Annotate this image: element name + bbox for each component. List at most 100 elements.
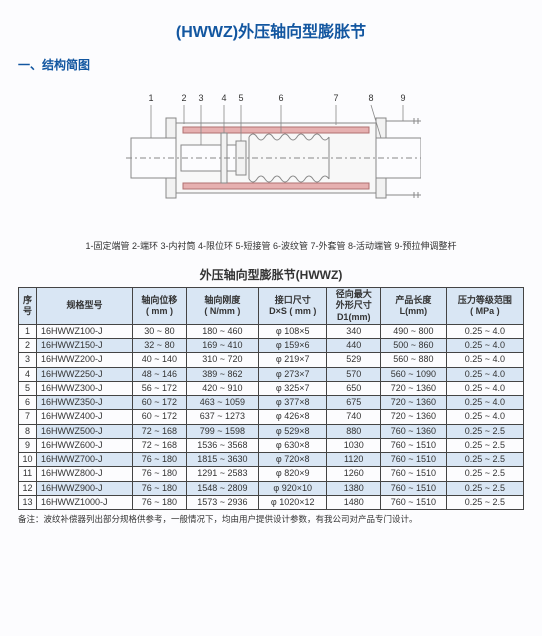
table-cell: 0.25 ~ 2.5	[446, 467, 523, 481]
table-cell: 40 ~ 140	[133, 353, 187, 367]
table-cell: 760 ~ 1360	[381, 424, 447, 438]
table-cell: 13	[19, 495, 37, 509]
table-cell: 9	[19, 438, 37, 452]
table-cell: 1380	[327, 481, 381, 495]
table-cell: 56 ~ 172	[133, 381, 187, 395]
diagram-label-8: 8	[368, 93, 373, 103]
table-cell: 76 ~ 180	[133, 495, 187, 509]
table-cell: 6	[19, 396, 37, 410]
table-cell: 720 ~ 1360	[381, 396, 447, 410]
col-header: 接口尺寸D×S ( mm )	[259, 288, 327, 325]
table-cell: 560 ~ 880	[381, 353, 447, 367]
table-cell: 0.25 ~ 2.5	[446, 424, 523, 438]
table-cell: 637 ~ 1273	[186, 410, 258, 424]
table-cell: 1120	[327, 453, 381, 467]
table-cell: φ 377×8	[259, 396, 327, 410]
table-cell: 0.25 ~ 2.5	[446, 495, 523, 509]
page-title: (HWWZ)外压轴向型膨胀节	[18, 18, 524, 42]
table-cell: 463 ~ 1059	[186, 396, 258, 410]
table-cell: 0.25 ~ 2.5	[446, 438, 523, 452]
table-cell: 76 ~ 180	[133, 453, 187, 467]
table-cell: 16HWWZ100-J	[37, 324, 133, 338]
table-cell: 72 ~ 168	[133, 424, 187, 438]
table-cell: 1536 ~ 3568	[186, 438, 258, 452]
table-cell: 760 ~ 1510	[381, 467, 447, 481]
table-cell: 675	[327, 396, 381, 410]
table-cell: 440	[327, 339, 381, 353]
table-title: 外压轴向型膨胀节(HWWZ)	[18, 266, 524, 283]
col-header: 产品长度L(mm)	[381, 288, 447, 325]
table-cell: 16HWWZ500-J	[37, 424, 133, 438]
table-cell: 16HWWZ700-J	[37, 453, 133, 467]
table-cell: 16HWWZ800-J	[37, 467, 133, 481]
col-header: 轴向位移( mm )	[133, 288, 187, 325]
table-cell: φ 529×8	[259, 424, 327, 438]
table-cell: 720 ~ 1360	[381, 410, 447, 424]
diagram-label-9: 9	[400, 93, 405, 103]
table-cell: 0.25 ~ 4.0	[446, 410, 523, 424]
table-cell: 529	[327, 353, 381, 367]
table-cell: 1260	[327, 467, 381, 481]
col-header: 规格型号	[37, 288, 133, 325]
table-cell: 1	[19, 324, 37, 338]
col-header: 轴向刚度( N/mm )	[186, 288, 258, 325]
table-cell: φ 426×8	[259, 410, 327, 424]
diagram-label-3: 3	[198, 93, 203, 103]
table-cell: 76 ~ 180	[133, 467, 187, 481]
table-cell: 490 ~ 800	[381, 324, 447, 338]
table-cell: 1291 ~ 2583	[186, 467, 258, 481]
table-cell: 180 ~ 460	[186, 324, 258, 338]
table-cell: 16HWWZ900-J	[37, 481, 133, 495]
col-header: 序号	[19, 288, 37, 325]
col-header: 压力等级范围( MPa )	[446, 288, 523, 325]
table-cell: 1480	[327, 495, 381, 509]
structure-diagram: 123456789	[18, 83, 524, 231]
section-heading: 一、结构简图	[18, 56, 524, 73]
table-cell: 12	[19, 481, 37, 495]
table-cell: 60 ~ 172	[133, 410, 187, 424]
table-cell: 60 ~ 172	[133, 396, 187, 410]
table-cell: 1030	[327, 438, 381, 452]
table-cell: 3	[19, 353, 37, 367]
table-row: 616HWWZ350-J60 ~ 172463 ~ 1059φ 377×8675…	[19, 396, 524, 410]
table-cell: 799 ~ 1598	[186, 424, 258, 438]
table-footnote: 备注：波纹补偿器列出部分规格供参考，一般情况下，均由用户提供设计参数，有我公司对…	[18, 513, 524, 525]
table-cell: 0.25 ~ 4.0	[446, 324, 523, 338]
table-cell: 1573 ~ 2936	[186, 495, 258, 509]
table-row: 1016HWWZ700-J76 ~ 1801815 ~ 3630φ 720×81…	[19, 453, 524, 467]
diagram-label-6: 6	[278, 93, 283, 103]
table-cell: 16HWWZ300-J	[37, 381, 133, 395]
table-cell: 0.25 ~ 2.5	[446, 481, 523, 495]
table-cell: 740	[327, 410, 381, 424]
table-cell: 760 ~ 1510	[381, 481, 447, 495]
table-row: 216HWWZ150-J32 ~ 80169 ~ 410φ 159×644050…	[19, 339, 524, 353]
table-cell: 10	[19, 453, 37, 467]
spec-table: 序号规格型号轴向位移( mm )轴向刚度( N/mm )接口尺寸D×S ( mm…	[18, 287, 524, 510]
table-cell: 7	[19, 410, 37, 424]
table-cell: 760 ~ 1510	[381, 453, 447, 467]
table-cell: 389 ~ 862	[186, 367, 258, 381]
table-cell: 0.25 ~ 4.0	[446, 381, 523, 395]
diagram-legend: 1-固定端管 2-端环 3-内衬筒 4-限位环 5-短接管 6-波纹管 7-外套…	[18, 239, 524, 252]
diagram-label-5: 5	[238, 93, 243, 103]
table-cell: 16HWWZ1000-J	[37, 495, 133, 509]
table-cell: 650	[327, 381, 381, 395]
table-cell: φ 219×7	[259, 353, 327, 367]
table-cell: φ 630×8	[259, 438, 327, 452]
table-cell: 30 ~ 80	[133, 324, 187, 338]
table-cell: 1548 ~ 2809	[186, 481, 258, 495]
table-cell: 0.25 ~ 4.0	[446, 396, 523, 410]
table-row: 1316HWWZ1000-J76 ~ 1801573 ~ 2936φ 1020×…	[19, 495, 524, 509]
table-cell: 1815 ~ 3630	[186, 453, 258, 467]
table-cell: 169 ~ 410	[186, 339, 258, 353]
table-cell: 0.25 ~ 4.0	[446, 353, 523, 367]
table-cell: 16HWWZ250-J	[37, 367, 133, 381]
table-cell: 720 ~ 1360	[381, 381, 447, 395]
table-row: 1116HWWZ800-J76 ~ 1801291 ~ 2583φ 820×91…	[19, 467, 524, 481]
table-cell: 0.25 ~ 2.5	[446, 453, 523, 467]
table-cell: φ 325×7	[259, 381, 327, 395]
table-cell: 32 ~ 80	[133, 339, 187, 353]
col-header: 径向最大外形尺寸D1(mm)	[327, 288, 381, 325]
diagram-svg: 123456789	[121, 83, 421, 228]
table-cell: φ 920×10	[259, 481, 327, 495]
